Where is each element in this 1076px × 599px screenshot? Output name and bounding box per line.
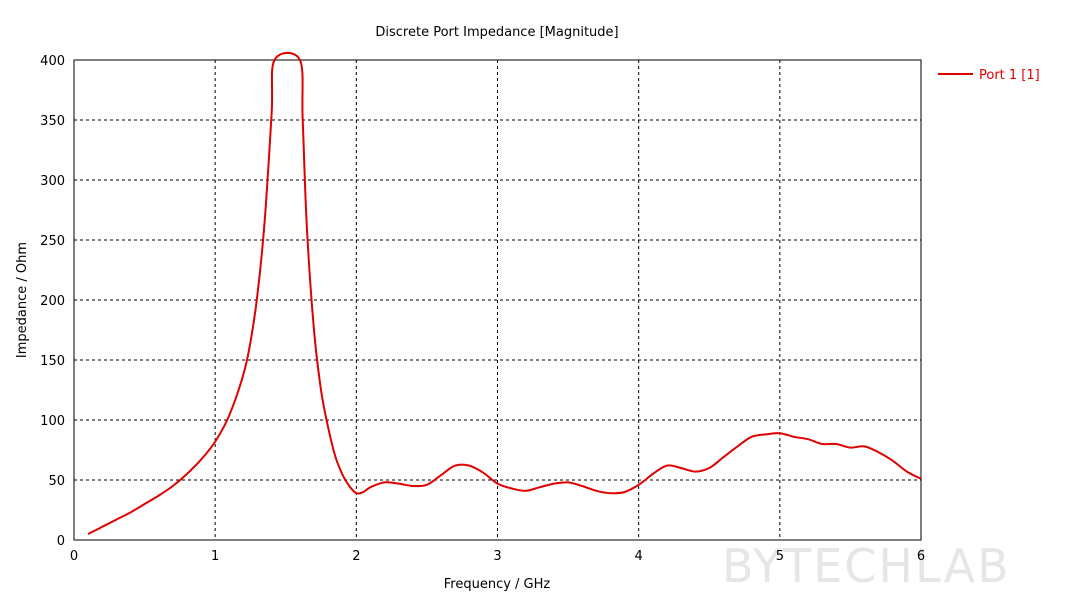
y-axis-label: Impedance / Ohm — [15, 242, 30, 358]
y-tick-label: 100 — [40, 414, 65, 429]
x-tick-label: 5 — [776, 549, 784, 564]
data-point — [355, 492, 357, 494]
data-point — [468, 465, 470, 467]
data-point — [370, 486, 372, 488]
data-point — [624, 491, 626, 493]
data-point — [313, 329, 315, 331]
legend[interactable]: Port 1 [1] — [938, 68, 1040, 83]
data-point — [892, 460, 894, 462]
data-point — [553, 483, 555, 485]
y-tick-label: 200 — [40, 294, 65, 309]
data-point — [257, 293, 259, 295]
plot-frame — [73, 59, 922, 541]
data-point — [271, 113, 273, 115]
data-point — [412, 485, 414, 487]
y-tick-label: 300 — [40, 174, 65, 189]
data-point — [200, 459, 202, 461]
y-tick-labels: 0 50 100 150 200 250 300 350 400 — [40, 54, 65, 549]
data-point — [299, 59, 301, 61]
data-point — [306, 227, 308, 229]
data-point — [398, 483, 400, 485]
data-point — [595, 490, 597, 492]
data-point — [567, 481, 569, 483]
data-point — [638, 484, 640, 486]
data-point — [302, 119, 304, 121]
data-point — [849, 447, 851, 449]
data-point — [581, 485, 583, 487]
data-point — [708, 467, 710, 469]
data-point — [680, 467, 682, 469]
data-point — [793, 436, 795, 438]
data-point — [751, 436, 753, 438]
data-point — [652, 473, 654, 475]
data-point — [274, 59, 276, 61]
data-point — [101, 526, 103, 528]
y-tick-label: 400 — [40, 54, 65, 69]
x-tick-label: 6 — [917, 549, 925, 564]
data-point — [737, 445, 739, 447]
data-point — [242, 373, 244, 375]
x-tick-label: 1 — [211, 549, 219, 564]
x-tick-label: 0 — [70, 549, 78, 564]
grid-lines — [74, 60, 921, 540]
data-point — [327, 426, 329, 428]
y-tick-label: 50 — [48, 474, 65, 489]
y-tick-label: 250 — [40, 234, 65, 249]
series-layer — [87, 51, 922, 535]
x-tick-label: 2 — [352, 549, 360, 564]
data-point — [186, 473, 188, 475]
x-tick-labels: 0 1 2 3 4 5 6 — [70, 549, 925, 564]
data-point — [511, 487, 513, 489]
data-point — [765, 433, 767, 435]
series-line-port-1 — [87, 51, 922, 535]
data-point — [115, 519, 117, 521]
x-tick-label: 4 — [635, 549, 643, 564]
data-point — [341, 473, 343, 475]
data-point — [920, 478, 922, 480]
data-point — [362, 491, 364, 493]
data-point — [264, 221, 266, 223]
data-point — [320, 389, 322, 391]
data-point — [440, 474, 442, 476]
chart-title: Discrete Port Impedance [Magnitude] — [375, 25, 618, 40]
data-point — [482, 472, 484, 474]
x-tick-label: 3 — [493, 549, 501, 564]
data-point — [722, 456, 724, 458]
data-point — [525, 490, 527, 492]
watermark: BYTECHLAB — [722, 539, 1011, 593]
data-point — [172, 485, 174, 487]
data-point — [906, 471, 908, 473]
y-tick-label: 350 — [40, 114, 65, 129]
data-point — [334, 455, 336, 457]
data-point — [821, 443, 823, 445]
data-point — [130, 511, 132, 513]
data-point — [694, 471, 696, 473]
data-point — [878, 451, 880, 453]
data-point — [87, 533, 89, 535]
data-point — [779, 432, 781, 434]
x-axis-label: Frequency / GHz — [444, 577, 551, 592]
y-tick-label: 150 — [40, 354, 65, 369]
data-point — [807, 438, 809, 440]
data-point — [228, 414, 230, 416]
data-point — [497, 483, 499, 485]
data-point — [158, 495, 160, 497]
data-point — [609, 492, 611, 494]
data-point — [454, 465, 456, 467]
data-point — [214, 441, 216, 443]
legend-label-port-1: Port 1 [1] — [979, 68, 1040, 83]
data-point — [384, 481, 386, 483]
data-point — [539, 486, 541, 488]
data-point — [348, 485, 350, 487]
y-tick-label: 0 — [57, 534, 65, 549]
data-point — [666, 465, 668, 467]
data-point — [426, 484, 428, 486]
data-point — [250, 341, 252, 343]
data-point — [144, 503, 146, 505]
data-point — [835, 443, 837, 445]
data-point — [864, 445, 866, 447]
